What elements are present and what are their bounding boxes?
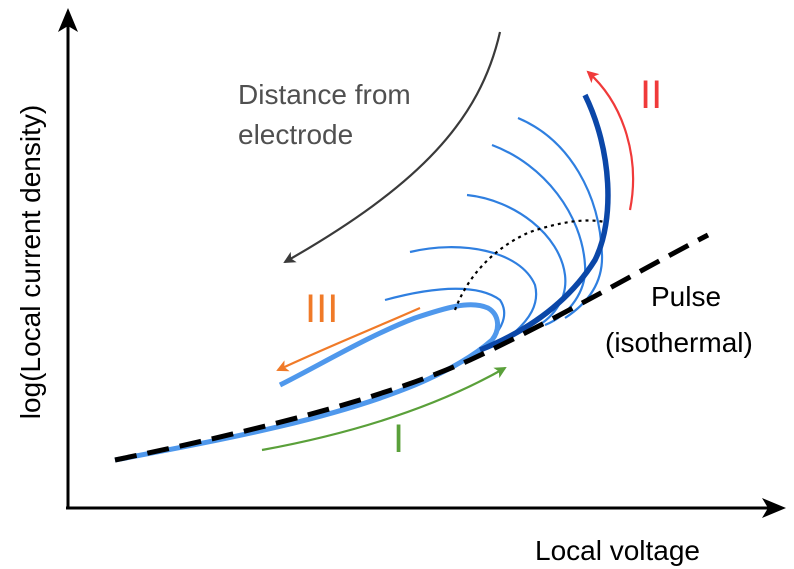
family-curves bbox=[384, 116, 604, 339]
family-curve-5 bbox=[517, 116, 604, 319]
y-axis-label: log(Local current density) bbox=[15, 105, 46, 419]
main-curve-dark bbox=[478, 93, 611, 353]
family-curve-1 bbox=[384, 287, 506, 339]
family-curve-4 bbox=[491, 143, 587, 327]
distance-arrow bbox=[283, 31, 502, 263]
x-axis-label: Local voltage bbox=[535, 535, 700, 566]
arrow-region-II bbox=[586, 70, 635, 211]
y-axis-arrowhead bbox=[58, 8, 78, 32]
pulse-curve bbox=[114, 232, 710, 463]
main-curve-light bbox=[114, 302, 500, 463]
region-I-label: I bbox=[393, 417, 404, 461]
pulse-label-line1: Pulse bbox=[651, 281, 721, 312]
distance-label-line1: Distance from bbox=[238, 79, 411, 110]
dotted-curve bbox=[453, 219, 606, 311]
arrow-region-I bbox=[261, 367, 507, 452]
region-II-label: II bbox=[640, 73, 662, 117]
distance-label-line2: electrode bbox=[238, 119, 353, 150]
family-curve-3 bbox=[466, 193, 567, 332]
region-III-label: III bbox=[305, 287, 338, 331]
family-curve-2 bbox=[409, 246, 538, 333]
x-axis-arrowhead bbox=[762, 498, 786, 518]
pulse-label-line2: (isothermal) bbox=[605, 327, 753, 358]
arrow-region-III bbox=[276, 306, 421, 372]
